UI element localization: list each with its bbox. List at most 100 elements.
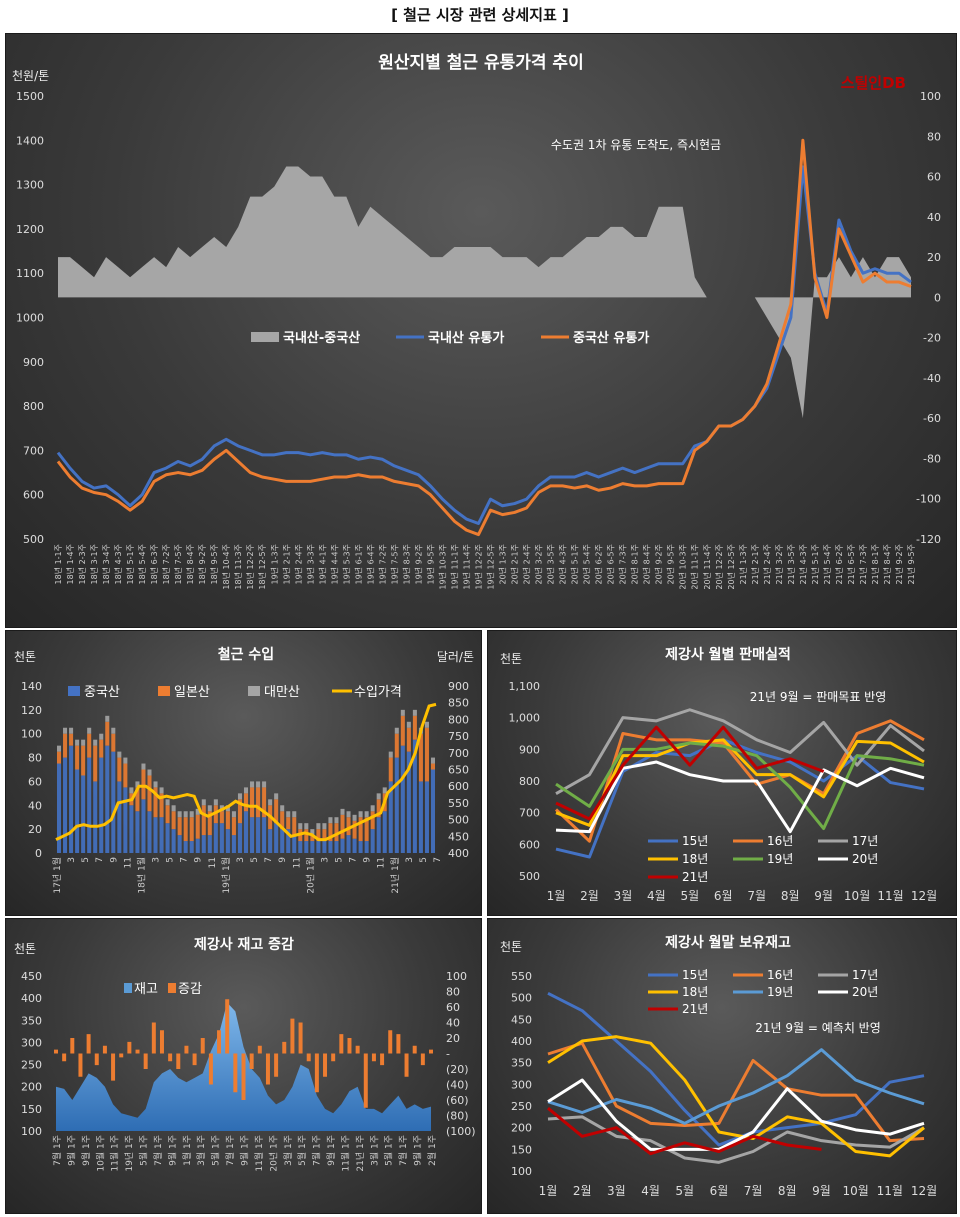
bar-china: [340, 838, 345, 853]
bar-change: [143, 1053, 148, 1069]
bar-japan: [81, 745, 86, 776]
x-tick-label: 20년 1월: [304, 857, 316, 894]
bar-taiwan: [286, 811, 291, 818]
bar-japan: [370, 811, 375, 830]
y2-tick-label: 0: [934, 291, 941, 304]
y2-tick-label: (40): [446, 1079, 469, 1092]
bar-change: [127, 1041, 132, 1054]
x-tick-label: 9: [363, 857, 373, 863]
x-tick-label: 18년 5-1주: [125, 544, 135, 585]
x-tick-label: 20년 9-5주: [666, 544, 676, 585]
x-tick-label: 21년 8-1주: [870, 544, 880, 585]
bar-taiwan: [328, 817, 333, 824]
x-tick-label: 21년 1-3주: [738, 544, 748, 585]
bar-change: [298, 1022, 303, 1054]
bar-change: [396, 1034, 401, 1054]
bar-change: [282, 1041, 287, 1054]
x-tick-label: 12월: [911, 889, 937, 903]
x-tick-label: 7월 1주: [397, 1135, 409, 1166]
x-tick-label: 21년 4-3주: [798, 544, 808, 585]
bar-taiwan: [268, 799, 273, 806]
bar-china: [280, 829, 285, 853]
bar-china: [183, 841, 188, 853]
x-tick-label: 3월: [614, 889, 633, 903]
bar-china: [69, 745, 74, 853]
bar-china: [159, 817, 164, 853]
x-tick-label: 11월 1주: [109, 1135, 121, 1172]
bar-change: [371, 1053, 376, 1062]
x-tick-label: 8월: [781, 889, 800, 903]
bar-china: [231, 835, 236, 853]
bar-taiwan: [153, 781, 158, 788]
bar-taiwan: [231, 811, 236, 818]
bar-change: [331, 1053, 336, 1062]
x-tick-label: 18년 1-1주: [53, 544, 63, 585]
x-tick-label: 11: [292, 857, 302, 868]
y-tick-label: 600: [23, 489, 44, 502]
bar-japan: [63, 733, 68, 758]
x-tick-label: 18년 2-3주: [77, 544, 87, 585]
x-tick-label: 9월: [812, 1184, 831, 1198]
bar-japan: [195, 814, 200, 839]
legend-swatch: [68, 686, 80, 696]
bar-taiwan: [99, 733, 104, 740]
bar-japan: [231, 817, 236, 836]
bar-japan: [304, 829, 309, 842]
bar-taiwan: [159, 787, 164, 794]
x-tick-label: 5: [81, 857, 91, 863]
bar-china: [87, 757, 92, 853]
rebar-import-chart: 철근 수입 천톤 달러/톤 0 20 40 60 80 100 120 140 400 450 500 55…: [5, 630, 482, 916]
y-tick-label: 250: [21, 1059, 42, 1072]
bar-china: [63, 757, 68, 853]
y2-tick-label: -40: [923, 372, 941, 385]
bar-change: [102, 1045, 107, 1054]
x-tick-label: 9월 1주: [166, 1135, 178, 1166]
y2-tick-label: -60: [923, 412, 941, 425]
x-tick-label: 19년 12-2주: [473, 544, 483, 590]
legend-label: 수입가격: [354, 685, 402, 700]
chart-annotation: 21년 9월 = 판매목표 반영: [750, 690, 887, 704]
y-axis-label: 천원/톤: [12, 68, 49, 83]
bar-china: [195, 838, 200, 853]
x-tick-label: 20년 6-2주: [594, 544, 604, 585]
x-tick-label: 21년 8-4주: [882, 544, 892, 585]
x-tick-label: 9월: [814, 889, 833, 903]
y-tick-label: 150: [511, 1143, 532, 1156]
monthly-sales-chart: 제강사 월별 판매실적 천톤 500 600 700 800 900 1,000 1,100 1월…: [487, 630, 957, 916]
x-tick-label: 18년 12-2주: [245, 544, 255, 590]
bar-china: [171, 829, 176, 853]
x-tick-label: 1월: [539, 1184, 558, 1198]
bar-taiwan: [400, 709, 405, 716]
bar-china: [201, 835, 206, 853]
bar-taiwan: [316, 823, 321, 830]
y2-tick-label: -20: [923, 332, 941, 345]
x-tick-label: 5월 1주: [383, 1135, 395, 1166]
x-tick-label: 5: [166, 857, 176, 863]
legend-label: 17년: [852, 834, 878, 848]
bar-japan: [75, 745, 80, 770]
bar-japan: [117, 757, 122, 782]
bar-japan: [135, 787, 140, 812]
bar-taiwan: [304, 823, 309, 830]
x-tick-label: 11월 1주: [339, 1135, 351, 1172]
bar-taiwan: [123, 757, 128, 764]
bar-taiwan: [207, 805, 212, 812]
x-tick-label: 9: [278, 857, 288, 863]
bar-japan: [57, 751, 62, 764]
y2-tick-label: 40: [446, 1017, 460, 1030]
legend-label: 18년: [682, 985, 708, 999]
x-tick-label: 4월: [647, 889, 666, 903]
x-tick-label: 19년 4-4주: [329, 544, 339, 585]
bar-change: [70, 1038, 75, 1054]
x-tick-label: 10월: [842, 1184, 868, 1198]
y-tick-label: 700: [519, 807, 540, 820]
bar-china: [382, 811, 387, 853]
bar-taiwan: [394, 727, 399, 734]
bar-taiwan: [406, 721, 411, 728]
series-line-18년: [547, 1035, 925, 1158]
bar-taiwan: [117, 751, 122, 758]
x-tick-label: 6월: [710, 1184, 729, 1198]
y2-tick-label: 550: [448, 797, 469, 810]
bar-japan: [418, 733, 423, 782]
bar-china: [298, 841, 303, 853]
